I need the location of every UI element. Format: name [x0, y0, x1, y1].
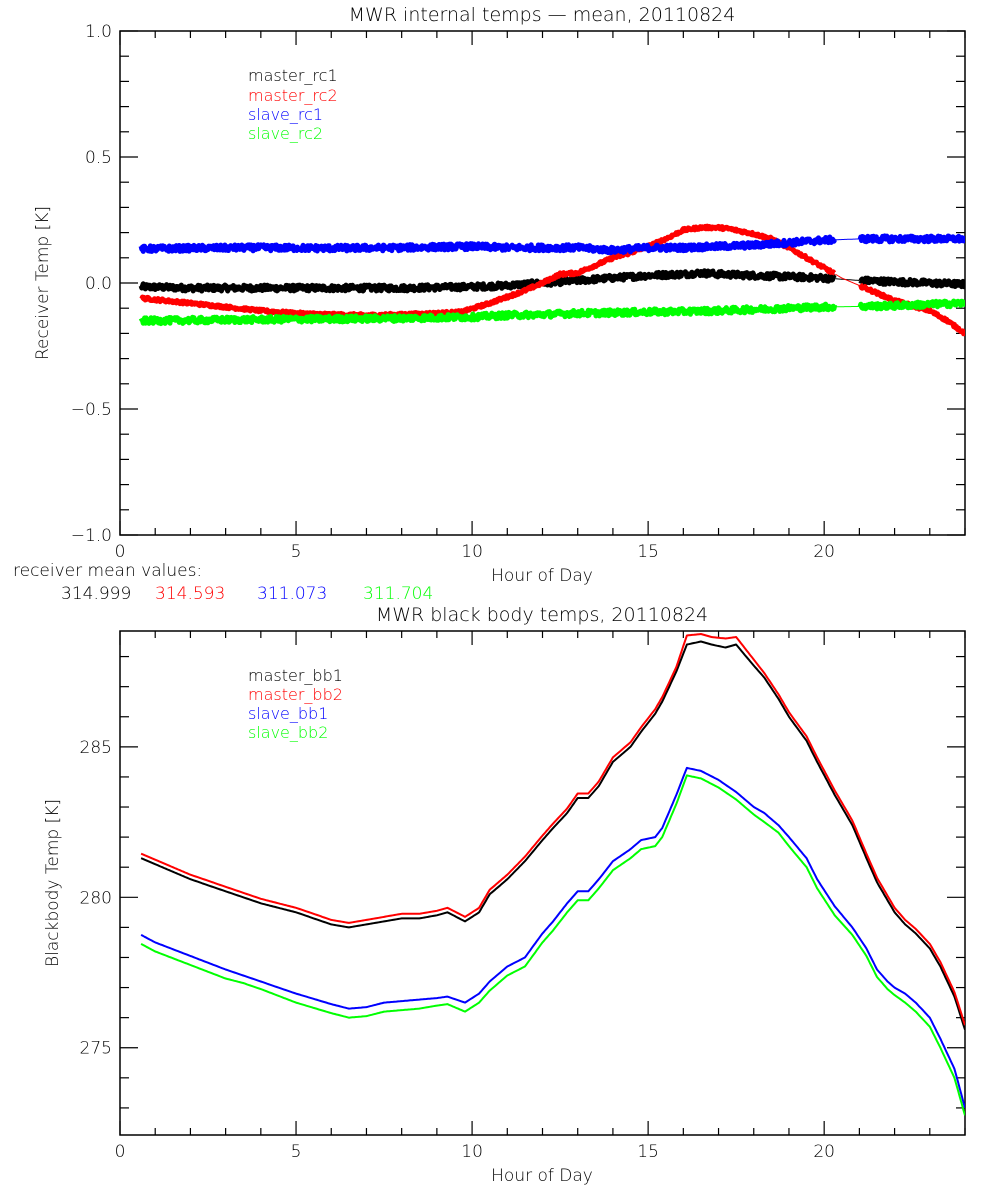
- x-tick-label: 0: [115, 542, 126, 562]
- legend: master_rc1 master_rc2 slave_rc1 slave_rc…: [248, 66, 338, 143]
- legend-entry: master_bb2: [248, 685, 343, 704]
- y-tick-label: 0.5: [85, 148, 112, 168]
- x-tick-label: 0: [115, 1142, 126, 1162]
- y-axis-label: Blackbody Temp [K]: [43, 799, 63, 967]
- legend-entry: slave_rc2: [248, 124, 323, 143]
- x-tick-label: 15: [637, 1142, 659, 1162]
- x-axis-label: Hour of Day: [491, 1166, 593, 1186]
- y-tick-label: 285: [80, 738, 112, 758]
- series-line-master-bb1: [140, 640, 965, 1031]
- x-tick-labels: 0 5 10 15 20: [115, 542, 835, 562]
- series-group: [140, 633, 965, 1116]
- y-tick-label: 1.0: [85, 22, 112, 42]
- series-line-master-bb2: [140, 633, 965, 1026]
- legend-entry: master_bb1: [248, 666, 343, 685]
- chart-title: MWR black body temps, 20110824: [376, 604, 708, 626]
- y-tick-labels: 275 280 285: [80, 738, 112, 1059]
- receiver-mean-value: 314.593: [155, 584, 225, 604]
- legend: master_bb1 master_bb2 slave_bb1 slave_bb…: [248, 666, 343, 742]
- chart-title: MWR internal temps — mean, 20110824: [349, 4, 736, 26]
- y-axis-label: Receiver Temp [K]: [33, 206, 53, 360]
- receiver-temp-chart: MWR internal temps — mean, 20110824 0 5 10…: [33, 4, 966, 586]
- x-tick-label: 15: [637, 542, 659, 562]
- series-line-slave-rc1-gap: [835, 238, 860, 241]
- series-line-slave-bb2: [140, 774, 965, 1116]
- series-line-slave-rc2: [138, 298, 965, 327]
- y-tick-label: 0.0: [85, 274, 112, 294]
- receiver-mean-value: 311.073: [257, 584, 327, 604]
- legend-entry: slave_bb2: [248, 723, 328, 742]
- legend-entry: master_rc1: [248, 66, 338, 85]
- blackbody-temp-chart: MWR black body temps, 20110824 0 5 10 15 20 …: [43, 604, 966, 1186]
- x-tick-label: 5: [291, 1142, 302, 1162]
- legend-entry: master_rc2: [248, 86, 338, 105]
- series-line-master-rc1-gap: [835, 278, 860, 281]
- series-line-slave-bb1: [140, 766, 965, 1109]
- legend-entry: slave_rc1: [248, 105, 323, 124]
- x-tick-label: 20: [813, 1142, 835, 1162]
- receiver-mean-annotation: receiver mean values: 314.999 314.593 31…: [13, 561, 433, 604]
- x-tick-label: 10: [461, 542, 483, 562]
- receiver-mean-value: 311.704: [363, 584, 433, 604]
- y-tick-label: −1.0: [71, 526, 112, 546]
- y-tick-label: −0.5: [71, 400, 112, 420]
- plot-frame: [119, 630, 966, 1136]
- series-group: [138, 223, 965, 337]
- series-line-master-rc2-gap: [835, 273, 860, 286]
- y-tick-label: 280: [80, 888, 112, 908]
- y-tick-labels: −1.0 −0.5 0.0 0.5 1.0: [71, 22, 112, 546]
- legend-entry: slave_bb1: [248, 704, 328, 723]
- series-line-master-rc1: [138, 268, 965, 294]
- x-tick-label: 5: [291, 542, 302, 562]
- x-tick-label: 10: [461, 1142, 483, 1162]
- axes-frame: [119, 630, 966, 1136]
- x-tick-label: 20: [813, 542, 835, 562]
- y-tick-label: 275: [80, 1039, 112, 1059]
- x-axis-label: Hour of Day: [491, 566, 593, 586]
- x-tick-labels: 0 5 10 15 20: [115, 1142, 835, 1162]
- series-line-slave-rc1: [138, 233, 965, 256]
- receiver-mean-label: receiver mean values:: [13, 561, 202, 581]
- receiver-mean-value: 314.999: [61, 584, 131, 604]
